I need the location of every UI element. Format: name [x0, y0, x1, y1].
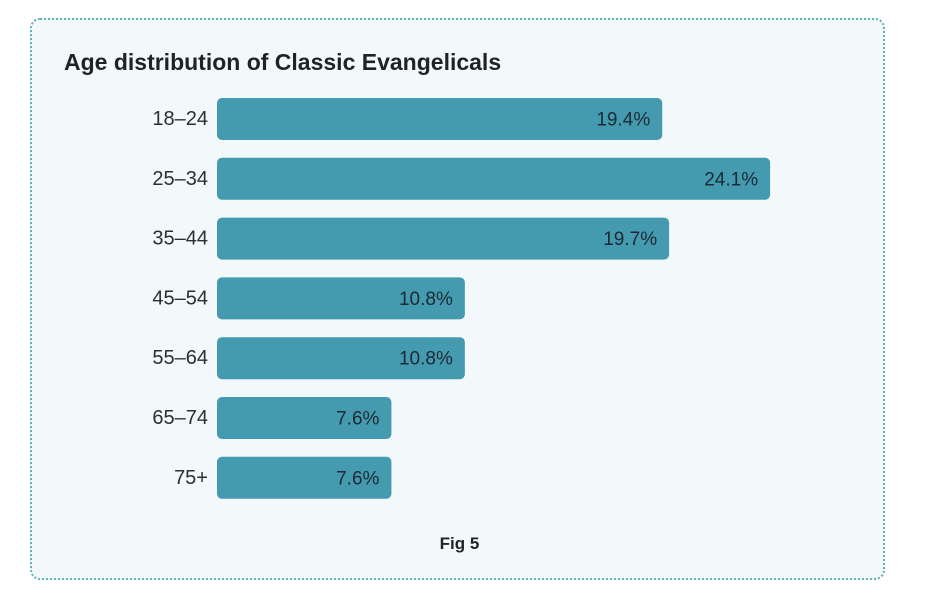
bar-row-65-74: 65–74 7.6%: [152, 397, 392, 439]
category-label-65-74: 65–74: [152, 407, 208, 429]
category-label-55-64: 55–64: [152, 347, 208, 369]
bar-row-45-54: 45–54 10.8%: [152, 277, 465, 320]
chart-card: Age distribution of Classic Evangelicals…: [30, 18, 885, 580]
bar-75: [217, 456, 392, 499]
bar-row-25-34: 25–34 24.1%: [152, 157, 771, 200]
category-label-75: 75+: [174, 467, 208, 489]
value-label-35-44: 19.7%: [603, 229, 657, 250]
category-label-35-44: 35–44: [152, 228, 208, 250]
bar-row-75: 75+ 7.6%: [174, 456, 392, 499]
bar-row-35-44: 35–44 19.7%: [152, 217, 670, 260]
value-label-18-24: 19.4%: [596, 110, 650, 131]
chart-title: Age distribution of Classic Evangelicals: [64, 49, 502, 75]
category-label-25-34: 25–34: [152, 168, 208, 190]
value-label-45-54: 10.8%: [399, 289, 453, 310]
bar-45-54: [217, 277, 465, 320]
bar-row-55-64: 55–64 10.8%: [152, 337, 465, 380]
category-label-45-54: 45–54: [152, 287, 208, 309]
bar-35-44: [217, 217, 670, 260]
category-label-18-24: 18–24: [152, 108, 208, 130]
bar-chart: 18–24 19.4% 25–34 24.1% 35–44 19.7% 45–54 10.8%…: [152, 98, 771, 499]
bar-65-74: [217, 397, 392, 439]
value-label-65-74: 7.6%: [336, 409, 379, 430]
figure-caption: Fig 5: [439, 534, 480, 553]
value-label-55-64: 10.8%: [399, 349, 453, 370]
bar-row-18-24: 18–24 19.4%: [152, 98, 663, 140]
bar-55-64: [217, 337, 465, 380]
bar-18-24: [217, 98, 663, 140]
value-label-25-34: 24.1%: [704, 169, 758, 190]
value-label-75: 7.6%: [336, 468, 379, 489]
bar-25-34: [217, 157, 771, 200]
